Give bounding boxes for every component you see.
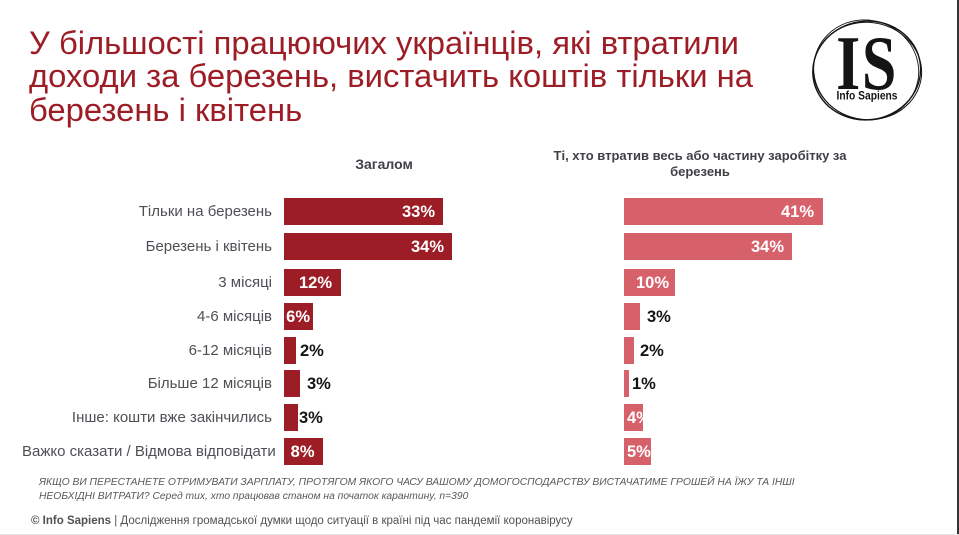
svg-text:Info Sapiens: Info Sapiens [837,89,898,103]
svg-text:IS: IS [836,21,898,107]
